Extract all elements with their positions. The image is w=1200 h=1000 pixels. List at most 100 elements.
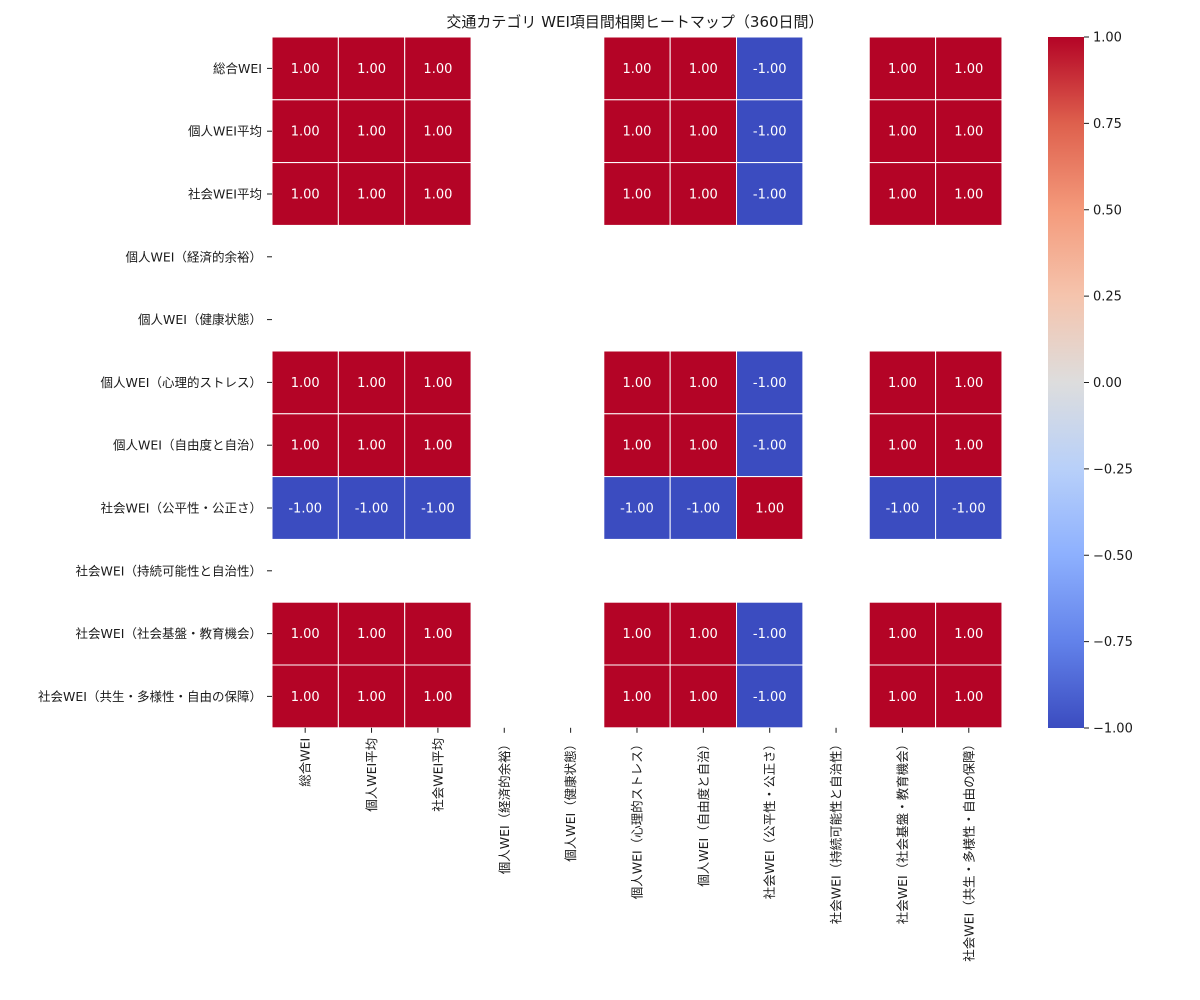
cell-value-label: 1.00: [357, 376, 386, 391]
column-label: 社会WEI（持続可能性と自治性）: [829, 738, 844, 924]
heatmap-cell: [271, 350, 339, 415]
heatmap-cell: [404, 36, 472, 101]
cell-value-label: 1.00: [954, 627, 983, 642]
heatmap-cell: [603, 413, 671, 478]
cell-value-label: -1.00: [886, 502, 920, 517]
cell-value-label: 1.00: [888, 62, 917, 77]
cell-value-label: -1.00: [355, 502, 389, 517]
heatmap-cell: [736, 413, 804, 478]
cell-value-label: 1.00: [623, 188, 652, 203]
row-label: 社会WEI（社会基盤・教育機会）: [76, 626, 262, 641]
colorbar-tick-label: 0.50: [1093, 203, 1122, 218]
colorbar: 1.00 0.75 0.50 0.25 0.00 −0.25 −0.50 −0.75 −1.00: [1048, 31, 1133, 737]
column-label: 個人WEI平均: [364, 738, 379, 812]
heatmap-cell: [337, 476, 406, 540]
colorbar-gradient: [1048, 37, 1084, 728]
cell-value-label: 1.00: [291, 627, 320, 642]
cell-value-label: -1.00: [753, 376, 787, 391]
heatmap-cell: [868, 413, 937, 478]
cell-value-label: 1.00: [888, 125, 917, 140]
cell-value-label: 1.00: [423, 188, 452, 203]
cell-value-label: 1.00: [623, 690, 652, 705]
heatmap-cell: [736, 350, 804, 415]
heatmap-cell: [669, 350, 738, 415]
heatmap-cell: [337, 162, 406, 226]
cell-value-label: 1.00: [689, 627, 718, 642]
cell-value-label: 1.00: [954, 125, 983, 140]
heatmap-cell: [271, 601, 339, 666]
heatmap-cell: [669, 601, 738, 666]
cell-value-label: -1.00: [288, 502, 322, 517]
cell-value-label: 1.00: [689, 690, 718, 705]
cell-value-label: 1.00: [623, 62, 652, 77]
heatmap-cell: [404, 350, 472, 415]
heatmap-cell: [603, 99, 671, 164]
cell-value-label: 1.00: [291, 376, 320, 391]
heatmap-cell: [404, 601, 472, 666]
cell-value-label: 1.00: [689, 376, 718, 391]
cell-value-label: 1.00: [423, 62, 452, 77]
cell-value-label: -1.00: [687, 502, 721, 517]
heatmap-cell: [603, 36, 671, 101]
row-label: 個人WEI（経済的余裕）: [126, 249, 262, 264]
cell-value-label: 1.00: [888, 627, 917, 642]
cell-value-label: -1.00: [753, 690, 787, 705]
column-label: 社会WEI（社会基盤・教育機会）: [895, 738, 910, 924]
colorbar-tick-label: −0.25: [1093, 462, 1133, 477]
column-label: 個人WEI（健康状態）: [563, 738, 578, 862]
heatmap-cell: [669, 413, 738, 478]
row-label: 個人WEI（健康状態）: [138, 312, 262, 327]
heatmap-cell: [935, 99, 1003, 164]
heatmap-cell: [935, 162, 1003, 226]
cell-value-label: 1.00: [623, 125, 652, 140]
chart-title: 交通カテゴリ WEI項目間相関ヒートマップ（360日間）: [446, 13, 823, 31]
heatmap-cell: [404, 476, 472, 540]
heatmap-cell: [736, 476, 804, 540]
column-label: 個人WEI（経済的余裕）: [497, 738, 512, 874]
column-label: 社会WEI（共生・多様性・自由の保障）: [961, 738, 976, 962]
heatmap-cell: [736, 601, 804, 666]
cell-value-label: 1.00: [291, 62, 320, 77]
cell-value-label: 1.00: [291, 690, 320, 705]
cell-value-label: -1.00: [421, 502, 455, 517]
heatmap-cell: [603, 350, 671, 415]
cell-value-label: 1.00: [423, 439, 452, 454]
heatmap-cell: [669, 476, 738, 540]
column-label: 個人WEI（心理的ストレス）: [629, 738, 644, 899]
row-label: 個人WEI（心理的ストレス）: [101, 375, 262, 390]
heatmap-cell: [935, 476, 1003, 540]
cell-value-label: 1.00: [888, 690, 917, 705]
cell-value-label: -1.00: [952, 502, 986, 517]
cell-value-label: -1.00: [753, 125, 787, 140]
heatmap-cell: [337, 36, 406, 101]
cell-value-label: 1.00: [954, 439, 983, 454]
heatmap-cell: [337, 601, 406, 666]
colorbar-tick-label: 0.25: [1093, 290, 1122, 305]
cell-value-label: 1.00: [623, 439, 652, 454]
colorbar-tick-label: 0.00: [1093, 376, 1122, 391]
cell-value-label: 1.00: [357, 188, 386, 203]
heatmap-cell: [868, 601, 937, 666]
colorbar-tick-label: 1.00: [1093, 31, 1122, 46]
cell-value-label: -1.00: [753, 188, 787, 203]
heatmap-cell: [669, 664, 738, 729]
heatmap-cell: [736, 99, 804, 164]
cell-value-label: 1.00: [689, 188, 718, 203]
cell-value-label: 1.00: [423, 376, 452, 391]
column-label: 個人WEI（自由度と自治）: [696, 738, 711, 887]
cell-value-label: 1.00: [888, 376, 917, 391]
cell-value-label: 1.00: [689, 439, 718, 454]
cell-value-label: 1.00: [423, 690, 452, 705]
heatmap-cell: [935, 664, 1003, 729]
cell-value-label: 1.00: [623, 376, 652, 391]
column-label: 社会WEI（公平性・公正さ）: [762, 738, 777, 899]
colorbar-tick-label: −1.00: [1093, 722, 1133, 737]
cell-value-label: 1.00: [954, 188, 983, 203]
row-label: 社会WEI平均: [188, 187, 262, 202]
cell-value-label: -1.00: [620, 502, 654, 517]
column-labels: 総合WEI 個人WEI平均 社会WEI平均 個人WEI（経済的余裕） 個人WEI（健康状…: [298, 727, 976, 962]
heatmap-cells: 1.00 1.00 1.00 1.00 1.00 -1.00 1.00 1.00 1.00 1.0…: [271, 36, 1003, 729]
heatmap-cell: [603, 162, 671, 226]
heatmap-cell: [271, 36, 339, 101]
